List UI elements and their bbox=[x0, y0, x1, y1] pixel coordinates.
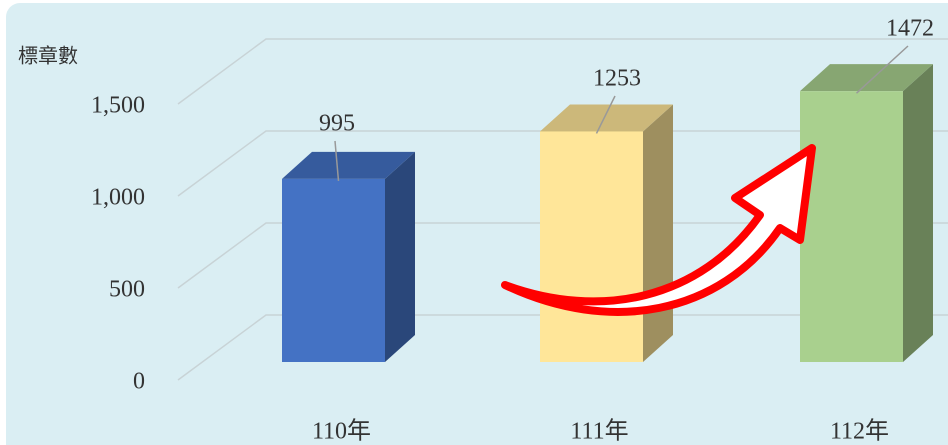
bar-side bbox=[385, 151, 415, 362]
trend-arrow bbox=[501, 144, 816, 316]
x-tick-label: 111年 bbox=[570, 418, 628, 445]
bar-side bbox=[903, 64, 933, 362]
data-label: 995 bbox=[319, 111, 355, 137]
y-tick-label: 500 bbox=[109, 277, 145, 303]
arrow bbox=[501, 144, 816, 316]
leader-line bbox=[334, 140, 340, 181]
y-tick-label: 1,000 bbox=[91, 185, 145, 211]
grid-line bbox=[177, 222, 948, 289]
grid-line bbox=[177, 130, 948, 197]
bar-top bbox=[800, 64, 933, 92]
x-tick-label: 112年 bbox=[830, 418, 889, 445]
chart-background bbox=[6, 3, 948, 445]
bar bbox=[282, 178, 385, 362]
bar-side bbox=[643, 104, 673, 362]
leader-line bbox=[855, 45, 909, 94]
y-axis-label: 標章數 bbox=[18, 44, 78, 68]
data-label: 1472 bbox=[886, 16, 934, 42]
data-label: 1253 bbox=[593, 66, 641, 92]
grid bbox=[177, 38, 948, 381]
y-tick-label: 1,500 bbox=[91, 93, 145, 119]
y-tick-label: 0 bbox=[133, 369, 145, 395]
bar bbox=[800, 91, 903, 362]
leader-line bbox=[595, 95, 616, 134]
x-tick-label: 110年 bbox=[312, 418, 371, 445]
bar bbox=[540, 131, 643, 362]
bar-top bbox=[282, 151, 415, 179]
grid-line bbox=[177, 314, 948, 381]
bars bbox=[282, 64, 933, 362]
bar-top bbox=[540, 104, 673, 132]
grid-line bbox=[177, 38, 948, 105]
